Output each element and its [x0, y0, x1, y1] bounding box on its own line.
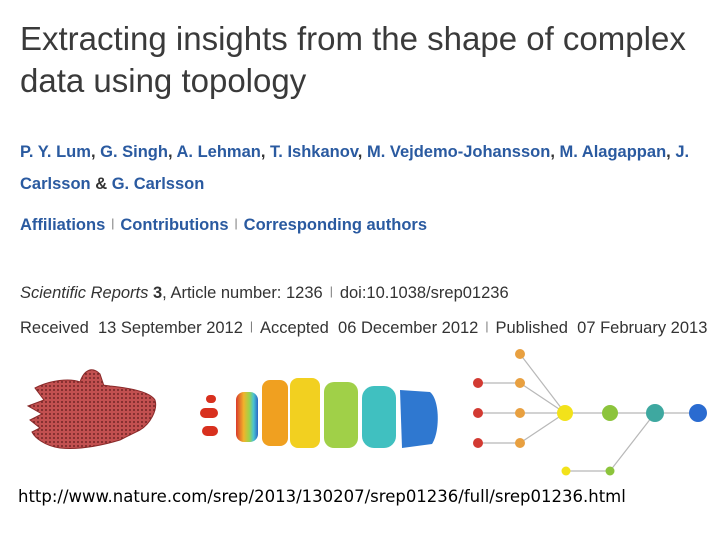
- article-links: Affiliations | Contributions | Corresponding…: [20, 216, 427, 235]
- graph-node: [515, 408, 525, 418]
- graph-node: [515, 438, 525, 448]
- author-separator: ,: [357, 143, 367, 161]
- published-label: Published: [495, 319, 568, 337]
- graph-node: [557, 405, 573, 421]
- author-separator: ,: [167, 143, 177, 161]
- author-separator: ,: [550, 143, 560, 161]
- graph-node: [473, 408, 483, 418]
- citation-block: Scientific Reports 3, Article number: 12…: [20, 284, 708, 337]
- accepted-date: 06 December 2012: [338, 319, 479, 337]
- article-title: Extracting insights from the shape of co…: [20, 20, 686, 99]
- graph-node: [646, 404, 664, 422]
- author-link[interactable]: T. Ishkanov: [270, 143, 358, 161]
- author-list: P. Y. Lum, G. Singh, A. Lehman, T. Ishka…: [20, 136, 715, 200]
- affiliations-link[interactable]: Affiliations: [20, 216, 106, 234]
- graph-node: [473, 378, 483, 388]
- hand-point-cloud-icon: [26, 369, 157, 449]
- author-separator: ,: [90, 143, 101, 161]
- author-link[interactable]: M. Vejdemo-Johansson: [366, 143, 551, 161]
- graph-node: [602, 405, 618, 421]
- graph-node: [515, 349, 525, 359]
- graph-node: [473, 438, 483, 448]
- author-link[interactable]: A. Lehman: [176, 143, 261, 161]
- graph-node: [561, 466, 571, 476]
- received-date: 13 September 2012: [97, 319, 243, 337]
- source-url[interactable]: http://www.nature.com/srep/2013/130207/s…: [18, 487, 626, 506]
- graph-nodes: [473, 349, 707, 476]
- article-number: Article number: 1236: [170, 284, 323, 302]
- volume-number: 3: [152, 284, 163, 302]
- author-separator: ,: [260, 143, 271, 161]
- meta-separator: |: [249, 319, 254, 333]
- topological-network-graph-icon: [478, 353, 698, 472]
- author-separator: ,: [666, 143, 676, 161]
- author-link[interactable]: G. Carlsson: [111, 175, 205, 193]
- received-label: Received: [20, 319, 89, 337]
- author-link[interactable]: P. Y. Lum: [20, 143, 91, 161]
- graph-node: [515, 378, 525, 388]
- corresponding-authors-link[interactable]: Corresponding authors: [243, 216, 427, 234]
- meta-separator: |: [485, 319, 489, 333]
- color-sliced-hand-icon: [200, 378, 438, 448]
- doi-link[interactable]: doi:10.1038/srep01236: [339, 284, 509, 302]
- author-separator: &: [90, 175, 112, 193]
- link-separator: |: [111, 216, 115, 230]
- contributions-link[interactable]: Contributions: [120, 216, 229, 234]
- journal-name: Scientific Reports: [20, 284, 149, 302]
- graph-node: [605, 466, 615, 476]
- published-date: 07 February 2013: [577, 319, 708, 337]
- graph-node: [689, 404, 707, 422]
- accepted-label: Accepted: [260, 319, 329, 337]
- author-link[interactable]: J. Carlsson: [20, 143, 690, 193]
- author-link[interactable]: G. Singh: [100, 143, 168, 161]
- link-separator: |: [234, 216, 238, 230]
- author-link[interactable]: M. Alagappan: [559, 143, 667, 161]
- article-figure: [26, 349, 707, 476]
- meta-separator: |: [329, 284, 333, 298]
